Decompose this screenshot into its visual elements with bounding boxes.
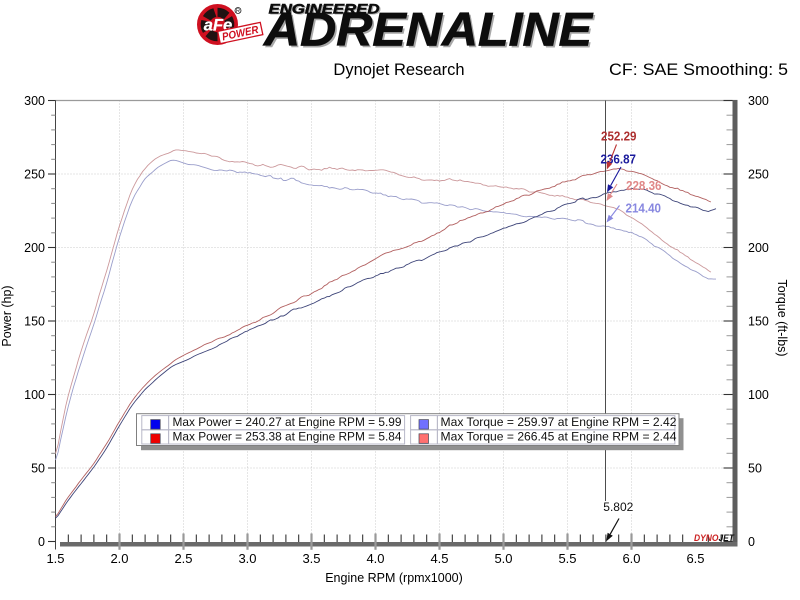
svg-text:0: 0 xyxy=(38,535,45,549)
svg-text:214.40: 214.40 xyxy=(626,200,662,215)
svg-text:250: 250 xyxy=(748,167,769,181)
svg-text:200: 200 xyxy=(748,241,769,255)
svg-text:Max Torque = 266.45 at Engine: Max Torque = 266.45 at Engine RPM = 2.44 xyxy=(441,430,677,444)
svg-text:4.0: 4.0 xyxy=(366,551,384,566)
svg-text:ENGINEERED: ENGINEERED xyxy=(269,1,380,17)
svg-text:6.0: 6.0 xyxy=(622,551,640,566)
svg-text:Power (hp): Power (hp) xyxy=(0,285,14,346)
svg-text:5.0: 5.0 xyxy=(494,551,512,566)
svg-text:3.0: 3.0 xyxy=(238,551,256,566)
svg-text:228.36: 228.36 xyxy=(626,178,662,193)
svg-text:150: 150 xyxy=(24,314,45,328)
svg-text:ENGINEERED: ENGINEERED xyxy=(270,2,381,18)
svg-text:R: R xyxy=(236,9,240,15)
svg-text:ADRENALINE: ADRENALINE xyxy=(263,3,594,56)
svg-text:Dynojet Research: Dynojet Research xyxy=(333,61,464,79)
svg-text:5.5: 5.5 xyxy=(558,551,576,566)
svg-text:Max Power = 253.38 at Engine R: Max Power = 253.38 at Engine RPM = 5.84 xyxy=(173,430,402,444)
svg-text:CF: SAE Smoothing: 5: CF: SAE Smoothing: 5 xyxy=(609,61,788,79)
svg-text:Engine RPM (rpmx1000): Engine RPM (rpmx1000) xyxy=(325,571,463,585)
svg-text:150: 150 xyxy=(748,314,769,328)
svg-text:4.5: 4.5 xyxy=(430,551,448,566)
svg-text:Torque (ft-lbs): Torque (ft-lbs) xyxy=(775,279,789,356)
svg-text:2.5: 2.5 xyxy=(174,551,192,566)
svg-text:Max Power = 240.27 at Engine R: Max Power = 240.27 at Engine RPM = 5.99 xyxy=(173,415,402,429)
svg-text:200: 200 xyxy=(24,241,45,255)
svg-text:300: 300 xyxy=(24,94,45,108)
svg-text:ADRENALINE: ADRENALINE xyxy=(265,5,596,58)
svg-text:50: 50 xyxy=(748,461,762,475)
svg-text:5.802: 5.802 xyxy=(603,500,633,514)
svg-text:100: 100 xyxy=(24,388,45,402)
svg-text:300: 300 xyxy=(748,94,769,108)
svg-text:0: 0 xyxy=(748,535,755,549)
svg-text:3.5: 3.5 xyxy=(302,551,320,566)
svg-text:Max Torque = 259.97 at Engine: Max Torque = 259.97 at Engine RPM = 2.42 xyxy=(441,415,677,429)
svg-text:2.0: 2.0 xyxy=(110,551,128,566)
svg-text:252.29: 252.29 xyxy=(601,129,637,144)
svg-text:250: 250 xyxy=(24,167,45,181)
svg-text:1.5: 1.5 xyxy=(46,551,64,566)
svg-text:6.5: 6.5 xyxy=(686,551,704,566)
svg-text:DYNOJET: DYNOJET xyxy=(694,533,735,544)
svg-text:50: 50 xyxy=(31,461,45,475)
svg-text:236.87: 236.87 xyxy=(601,152,637,167)
svg-text:100: 100 xyxy=(748,388,769,402)
